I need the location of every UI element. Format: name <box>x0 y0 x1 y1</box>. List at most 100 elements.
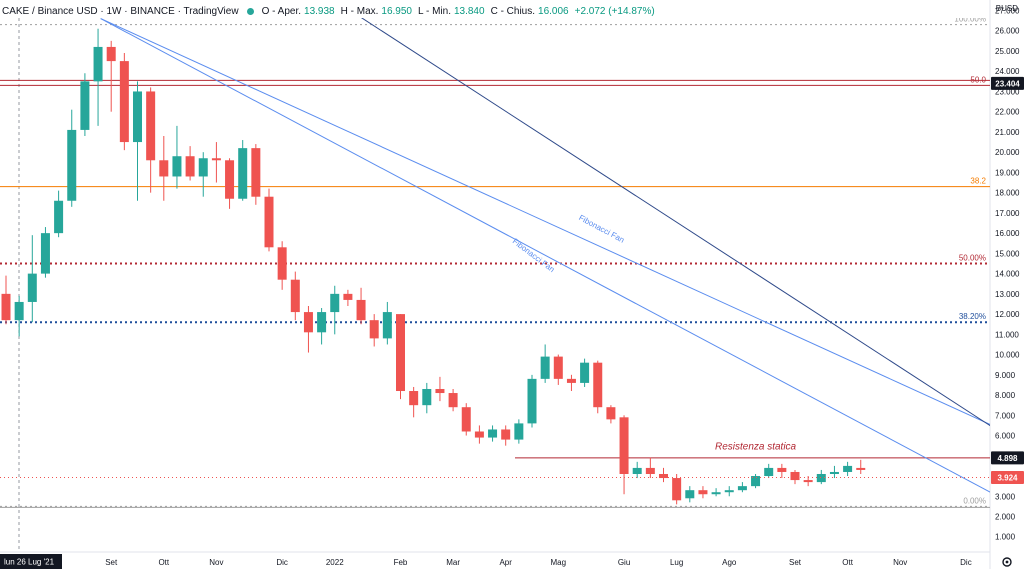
level-label: 38.2 <box>970 177 986 186</box>
y-tick-label: 1.000 <box>995 533 1016 542</box>
candle <box>211 142 221 183</box>
candle-body <box>172 156 182 177</box>
candle-body <box>580 362 590 383</box>
candle-body <box>54 200 64 234</box>
y-tick-label: 12.000 <box>995 310 1020 319</box>
candle-body <box>474 431 484 438</box>
candle <box>632 461 642 479</box>
candle-body <box>711 492 721 495</box>
fan-line <box>100 18 990 493</box>
x-tick-label: Mag <box>551 558 567 567</box>
candle-body <box>1 293 11 321</box>
candle <box>185 146 195 181</box>
candle <box>67 109 77 207</box>
price-tag-bg <box>991 76 1024 90</box>
x-tick-label: 2022 <box>326 558 344 567</box>
candle-body <box>698 490 708 495</box>
candle-body <box>146 91 156 161</box>
x-tick-label: Nov <box>209 558 223 567</box>
candle-body <box>40 233 50 274</box>
candle <box>619 415 629 495</box>
y-tick-label: 14.000 <box>995 270 1020 279</box>
candle <box>14 295 24 337</box>
candle <box>303 306 313 353</box>
candle <box>711 488 721 497</box>
gear-icon[interactable] <box>1002 557 1012 567</box>
candle-body <box>185 156 195 177</box>
candle-body <box>330 293 340 313</box>
close-label: C - Chius. <box>490 5 536 17</box>
candle <box>330 285 340 335</box>
high-label: H - Max. <box>340 5 379 17</box>
candle-body <box>514 423 524 440</box>
candle-body <box>409 391 419 406</box>
candle-body <box>238 148 248 199</box>
candle-body <box>724 490 734 493</box>
candle <box>764 463 774 479</box>
candle-body <box>672 478 682 501</box>
candle-body <box>685 490 695 499</box>
candle <box>238 140 248 201</box>
candle-body <box>448 393 458 408</box>
candle-body <box>277 247 287 280</box>
crosshair-date-bg <box>0 554 62 569</box>
candle <box>27 235 37 323</box>
candle <box>54 190 64 238</box>
candle-body <box>790 471 800 481</box>
candle <box>474 425 484 444</box>
candle-body <box>843 465 853 472</box>
x-tick-label: Giu <box>618 558 630 567</box>
candle <box>40 227 50 278</box>
chart-annotation: Resistenza statica <box>715 442 797 453</box>
candle <box>790 469 800 485</box>
candle <box>369 314 379 347</box>
candle <box>685 486 695 503</box>
candle <box>172 125 182 189</box>
y-tick-label: 20.000 <box>995 148 1020 157</box>
candle-body <box>317 312 327 333</box>
candle <box>698 486 708 499</box>
candle <box>159 135 169 201</box>
candle <box>225 158 235 209</box>
x-tick-label: Dic <box>960 558 972 567</box>
candle-body <box>106 46 116 62</box>
candle-body <box>803 480 813 483</box>
x-tick-label: Set <box>789 558 802 567</box>
candle-body <box>119 61 129 143</box>
y-tick-label: 25.000 <box>995 47 1020 56</box>
candle <box>198 152 208 197</box>
y-tick-label: 6.000 <box>995 432 1016 441</box>
y-tick-label: 18.000 <box>995 189 1020 198</box>
symbol-title[interactable]: CAKE / Binance USD · 1W · BINANCE · Trad… <box>2 5 239 17</box>
x-tick-label: Ott <box>842 558 853 567</box>
candle-body <box>211 158 221 161</box>
candle <box>422 382 432 414</box>
candle <box>751 473 761 489</box>
candle-body <box>856 467 866 470</box>
low-label: L - Min. <box>418 5 451 17</box>
x-tick-label: Lug <box>670 558 683 567</box>
open-value: 13.938 <box>304 5 335 17</box>
candle-body <box>251 148 261 197</box>
open-label: O - Aper. <box>261 5 302 17</box>
y-tick-label: 27.000 <box>995 7 1020 16</box>
candle <box>816 469 826 485</box>
candle-body <box>553 356 563 379</box>
candle-body <box>422 388 432 406</box>
candle-body <box>461 407 471 432</box>
candle-body <box>737 486 747 491</box>
candle-body <box>540 356 550 379</box>
candle-body <box>67 129 77 201</box>
candle <box>317 308 327 345</box>
y-tick-label: 26.000 <box>995 27 1020 36</box>
x-tick-label: Apr <box>499 558 512 567</box>
market-status-dot <box>246 7 254 15</box>
y-tick-label: 16.000 <box>995 229 1020 238</box>
candle-body <box>606 407 616 420</box>
level-label: 38.20% <box>959 312 986 321</box>
x-tick-label: Ott <box>158 558 169 567</box>
candle <box>382 301 392 345</box>
candle <box>659 467 668 483</box>
candle <box>1 275 11 325</box>
